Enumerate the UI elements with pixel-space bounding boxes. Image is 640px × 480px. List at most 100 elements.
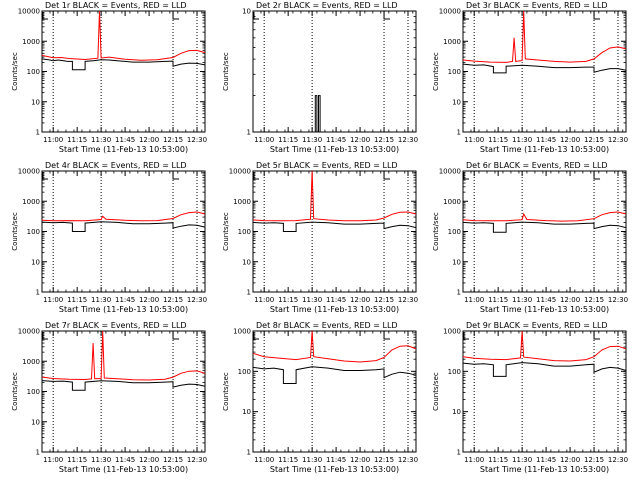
y-tick-label: 1 [457, 129, 461, 137]
x-tick-label: 11:30 [91, 136, 111, 144]
chart-panel-5: 1 10 100 1000 10000 11:00 11:15 11:30 11:45 12:00… [222, 161, 418, 314]
x-tick-label: 11:45 [115, 296, 135, 304]
x-tick-label: 12:15 [584, 136, 604, 144]
x-tick-label: 11:30 [91, 456, 111, 464]
flag-bracket-left [42, 12, 48, 20]
y-axis-label: Counts/sec [11, 372, 19, 411]
x-tick-label: 11:15 [488, 136, 508, 144]
chart-panel-6: 1 10 100 1000 10000 11:00 11:15 11:30 11:45 12:00… [432, 161, 628, 314]
x-tick-label: 12:30 [608, 456, 628, 464]
y-tick-label: 100 [238, 368, 251, 376]
chart-title: Det 2r BLACK = Events, RED = LLD [256, 1, 398, 10]
y-tick-label: 10000 [439, 168, 461, 176]
x-tick-label: 11:15 [67, 296, 87, 304]
x-tick-label: 12:15 [163, 136, 183, 144]
flag-bracket [172, 332, 180, 340]
x-tick-label: 12:15 [163, 296, 183, 304]
chart-panel-4: 1 10 100 1000 10000 11:00 11:15 11:30 11:45 12:00… [11, 161, 207, 314]
y-tick-label: 1 [247, 449, 251, 457]
flag-bracket-left [42, 172, 48, 180]
x-tick-label: 12:00 [560, 296, 580, 304]
flag-bracket [383, 12, 391, 20]
flag-bracket [593, 332, 601, 340]
y-tick-label: 100 [27, 228, 40, 236]
x-tick-label: 12:30 [608, 296, 628, 304]
y-tick-label: 10 [31, 418, 40, 426]
y-tick-label: 10 [452, 408, 461, 416]
x-tick-label: 12:15 [374, 456, 394, 464]
y-tick-label: 10 [452, 98, 461, 106]
y-axis-label: Counts/sec [11, 52, 19, 91]
y-tick-label: 1 [36, 449, 40, 457]
y-tick-label: 10000 [18, 168, 40, 176]
series-lld-line [252, 330, 417, 363]
y-tick-label: 100 [238, 228, 251, 236]
x-tick-label: 11:00 [254, 136, 274, 144]
x-tick-label: 11:45 [326, 136, 346, 144]
x-tick-label: 11:45 [536, 296, 556, 304]
y-tick-label: 10 [31, 98, 40, 106]
plot-frame [462, 170, 627, 293]
y-tick-label: 100 [448, 228, 461, 236]
y-tick-label: 1000 [22, 198, 40, 206]
y-axis-label: Counts/sec [432, 212, 440, 251]
flag-bracket [172, 172, 180, 180]
plot-frame [252, 10, 417, 133]
y-tick-label: 10 [242, 258, 251, 266]
chart-title: Det 9r BLACK = Events, RED = LLD [466, 321, 608, 330]
x-tick-label: 12:00 [139, 456, 159, 464]
chart-title: Det 1r BLACK = Events, RED = LLD [45, 1, 187, 10]
y-tick-label: 10000 [18, 328, 40, 336]
x-tick-label: 12:00 [139, 296, 159, 304]
y-axis-label: Counts/sec [432, 52, 440, 91]
y-tick-label: 1 [457, 449, 461, 457]
x-tick-label: 12:00 [560, 456, 580, 464]
y-axis-label: Counts/sec [222, 52, 230, 91]
x-tick-label: 11:15 [67, 136, 87, 144]
x-tick-label: 11:45 [536, 136, 556, 144]
x-tick-label: 11:15 [67, 456, 87, 464]
x-axis-label: Start Time (11-Feb-13 10:53:00) [480, 305, 609, 314]
y-tick-label: 1000 [233, 328, 251, 336]
x-tick-label: 11:45 [326, 296, 346, 304]
x-axis-label: Start Time (11-Feb-13 10:53:00) [59, 465, 188, 474]
flag-bracket [593, 172, 601, 180]
x-tick-label: 11:30 [302, 136, 322, 144]
x-tick-label: 11:30 [512, 456, 532, 464]
x-tick-label: 11:00 [43, 456, 63, 464]
y-tick-label: 100 [448, 368, 461, 376]
series-events-line [314, 95, 321, 133]
y-tick-label: 1000 [443, 38, 461, 46]
flag-bracket-left [253, 12, 259, 20]
series-lld-line [462, 10, 627, 63]
x-axis-label: Start Time (11-Feb-13 10:53:00) [480, 465, 609, 474]
x-tick-label: 11:30 [91, 296, 111, 304]
x-tick-label: 11:45 [115, 136, 135, 144]
chart-panel-1: 1 10 100 1000 10000 11:00 11:15 11:30 11:45 12:00… [11, 1, 207, 154]
x-tick-label: 12:30 [608, 136, 628, 144]
x-tick-label: 11:30 [512, 296, 532, 304]
series-lld-line [41, 330, 206, 381]
x-tick-label: 11:00 [464, 136, 484, 144]
x-tick-label: 11:00 [464, 456, 484, 464]
y-axis-label: Counts/sec [11, 212, 19, 251]
x-tick-label: 11:45 [536, 456, 556, 464]
x-tick-label: 11:30 [302, 296, 322, 304]
flag-bracket [383, 332, 391, 340]
chart-title: Det 4r BLACK = Events, RED = LLD [45, 161, 187, 170]
x-tick-label: 12:30 [398, 136, 418, 144]
x-tick-label: 12:00 [139, 136, 159, 144]
x-tick-label: 11:00 [254, 456, 274, 464]
x-tick-label: 11:00 [464, 296, 484, 304]
x-tick-label: 11:30 [302, 456, 322, 464]
flag-bracket [383, 172, 391, 180]
flag-bracket [172, 12, 180, 20]
flag-bracket-left [463, 332, 469, 340]
series-lld-line [41, 211, 206, 222]
y-tick-label: 1 [247, 129, 251, 137]
series-lld-line [41, 10, 206, 61]
y-tick-label: 1 [36, 129, 40, 137]
series-events-line [41, 58, 206, 71]
chart-title: Det 3r BLACK = Events, RED = LLD [466, 1, 608, 10]
